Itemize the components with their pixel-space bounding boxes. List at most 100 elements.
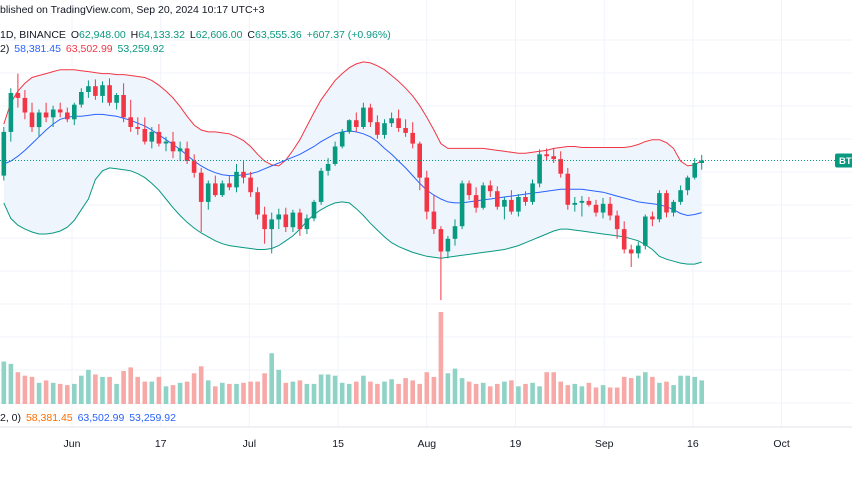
bb-lower-value: 53,259.92 xyxy=(117,43,165,55)
volume-bar xyxy=(607,387,613,404)
candle xyxy=(29,102,35,132)
candle xyxy=(325,158,331,176)
volume-bar xyxy=(50,382,56,404)
vol-value-2: 63,502.99 xyxy=(77,412,125,424)
volume-bar xyxy=(86,369,91,404)
candle xyxy=(614,210,620,239)
volume-bar xyxy=(664,381,669,404)
candle xyxy=(537,149,542,188)
volume-bar xyxy=(480,382,486,404)
last-price-tag-label: BT xyxy=(839,156,852,167)
volume-bar xyxy=(128,367,133,404)
volume-bar xyxy=(22,375,28,404)
bb-lower-line xyxy=(3,167,702,265)
candle xyxy=(234,164,239,193)
candle xyxy=(100,81,105,103)
volume-bars xyxy=(1,312,704,404)
candle xyxy=(107,78,112,106)
candle xyxy=(699,154,704,170)
volume-bar xyxy=(198,366,204,404)
candle xyxy=(135,117,140,135)
candle xyxy=(368,103,373,127)
volume-bar xyxy=(149,381,155,404)
bollinger-legend[interactable]: 2) 58,381.45 63,502.99 53,259.92 xyxy=(0,43,164,55)
volume-bar xyxy=(262,373,267,404)
candle xyxy=(79,88,84,108)
candle xyxy=(255,187,260,220)
high-value: 64,133.32 xyxy=(138,29,185,41)
vol-params-label: 2, 0) xyxy=(0,412,22,424)
candle xyxy=(339,129,345,149)
x-tick-label: 17 xyxy=(155,438,167,450)
volume-bar xyxy=(57,383,63,404)
volume-bar xyxy=(297,380,303,404)
candle xyxy=(487,180,493,197)
volume-bar xyxy=(375,383,380,404)
volume-bar xyxy=(403,378,408,404)
volume-legend[interactable]: 2, 0) 58,381.45 63,502.99 53,259.92 xyxy=(0,412,176,424)
volume-bar xyxy=(72,383,77,404)
volume-bar xyxy=(100,376,105,404)
volume-bar xyxy=(593,387,599,404)
candle xyxy=(93,79,98,100)
candle xyxy=(72,102,77,126)
volume-bar xyxy=(283,382,289,404)
close-label: C xyxy=(247,29,255,41)
candle xyxy=(445,235,451,259)
candle xyxy=(283,207,289,232)
volume-bar xyxy=(8,363,14,404)
volume-bar xyxy=(114,383,119,404)
candle xyxy=(128,99,133,132)
candle xyxy=(354,112,359,132)
candle xyxy=(410,122,415,149)
candle xyxy=(269,212,274,254)
candle xyxy=(248,171,253,197)
bb-upper-line xyxy=(3,61,702,167)
candle xyxy=(671,199,676,217)
candle xyxy=(191,154,197,178)
candle xyxy=(149,127,155,149)
candle xyxy=(480,182,486,210)
volume-bar xyxy=(699,380,704,404)
volume-bar xyxy=(445,373,451,404)
volume-bar xyxy=(643,372,648,404)
candle xyxy=(572,197,578,212)
volume-bar xyxy=(452,368,458,404)
volume-bar xyxy=(410,380,415,404)
volume-bar xyxy=(332,375,338,404)
candle xyxy=(664,190,669,218)
volume-bar xyxy=(205,380,211,404)
candle xyxy=(466,180,472,200)
open-value: 62,948.00 xyxy=(79,29,126,41)
candle xyxy=(396,109,401,132)
candle xyxy=(276,208,281,230)
volume-bar xyxy=(184,381,190,404)
volume-bar xyxy=(361,375,366,404)
volume-bar xyxy=(502,381,507,404)
candle xyxy=(15,73,21,108)
volume-bar xyxy=(241,382,246,404)
volume-bar xyxy=(269,353,274,404)
candle xyxy=(509,190,514,215)
volume-bar xyxy=(79,375,84,404)
candle xyxy=(65,107,70,123)
candle xyxy=(692,158,697,180)
candle xyxy=(600,198,606,219)
candle xyxy=(544,148,549,161)
volume-bar xyxy=(579,386,585,404)
high-label: H xyxy=(130,29,139,41)
candle xyxy=(241,161,246,184)
publish-info: blished on TradingView.com, Sep 20, 2024… xyxy=(0,4,265,16)
candle xyxy=(8,88,14,142)
candle xyxy=(205,180,211,210)
volume-bar xyxy=(565,385,571,404)
volume-bar xyxy=(558,381,563,404)
candle xyxy=(121,83,126,123)
x-tick-label: Jul xyxy=(243,438,256,450)
volume-bar xyxy=(368,381,373,404)
candle xyxy=(473,187,479,213)
volume-bar xyxy=(544,372,549,404)
volume-bar xyxy=(424,372,430,404)
volume-bar xyxy=(417,383,422,404)
